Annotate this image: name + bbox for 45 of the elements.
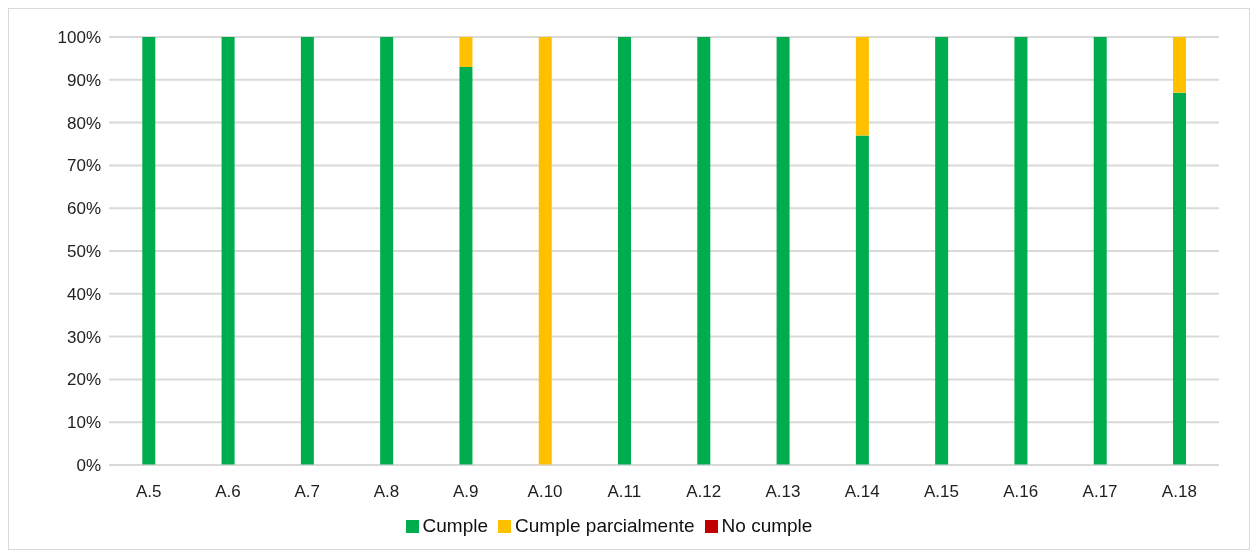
legend-label: No cumple [721,515,813,536]
x-tick-label: A.11 [607,482,642,502]
bar [459,37,473,67]
bar [618,37,632,465]
x-tick-label: A.6 [215,482,241,502]
x-tick-label: A.13 [765,482,801,502]
y-tick-label: 20% [66,370,101,390]
x-tick-label: A.9 [453,482,479,502]
legend-label: Cumple parcialmente [515,515,695,536]
y-tick-label: 100% [57,28,101,48]
bar [935,37,949,465]
x-tick-label: A.7 [294,482,320,502]
x-tick-label: A.5 [135,482,162,502]
y-tick-label: 0% [76,456,101,476]
bar [855,135,869,465]
x-tick-label: A.16 [1003,482,1039,502]
y-tick-label: 40% [66,284,101,304]
x-tick-label: A.17 [1082,482,1118,502]
y-tick-label: 80% [66,113,101,133]
bar [1093,37,1107,465]
x-tick-label: A.15 [924,482,959,502]
x-tick-label: A.18 [1161,482,1197,502]
y-tick-label: 90% [66,70,101,90]
x-tick-label: A.10 [527,482,563,502]
bar [855,37,869,136]
bar [1014,37,1028,465]
bar [776,37,790,465]
bar [697,37,711,465]
x-tick-label: A.14 [844,482,880,502]
bar [380,37,394,465]
legend-label: Cumple [422,515,489,536]
bar [538,37,552,465]
x-tick-label: A.8 [373,482,400,502]
bar [221,37,235,465]
y-tick-label: 30% [66,327,101,347]
bar [142,37,156,465]
y-tick-label: 60% [66,199,101,219]
y-tick-label: 70% [66,156,101,176]
y-tick-label: 50% [66,242,101,262]
x-tick-label: A.12 [686,482,722,502]
y-tick-label: 10% [66,413,101,433]
bar [459,66,473,465]
bar [300,37,314,465]
bar [1173,37,1187,93]
bar [1173,92,1187,465]
